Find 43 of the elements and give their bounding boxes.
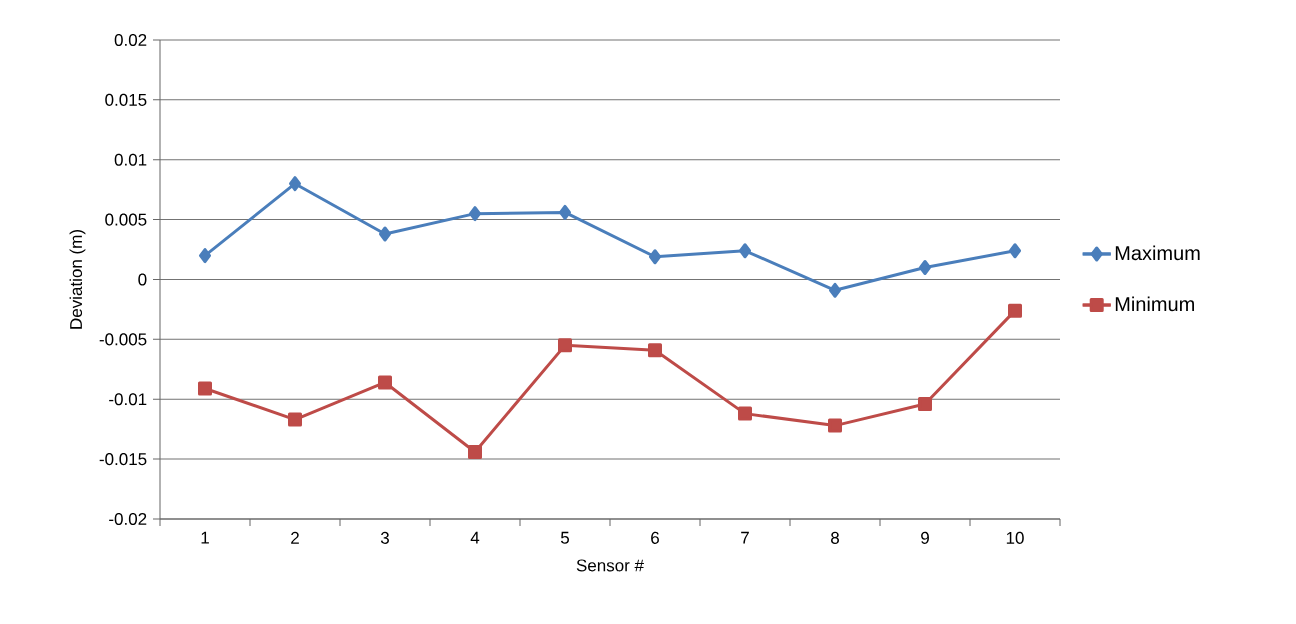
y-tick-label: 0.015 (105, 93, 147, 106)
legend-label: Minimum (1115, 296, 1194, 312)
y-tick-label: -0.015 (99, 453, 147, 466)
point (739, 243, 751, 259)
y-axis-title: Deviation (m) (69, 230, 86, 329)
point (918, 397, 932, 412)
point (1009, 243, 1021, 259)
y-tick-label: 0.02 (114, 33, 147, 47)
point (468, 444, 482, 459)
point (469, 206, 481, 222)
x-tick-label: 7 (741, 531, 749, 544)
point (649, 249, 661, 265)
point (378, 375, 392, 390)
point (919, 260, 931, 276)
point (1008, 303, 1023, 318)
y-tick-label: -0.02 (109, 512, 147, 526)
point (648, 343, 662, 358)
point (199, 248, 211, 264)
y-tick-label: 0.005 (105, 213, 147, 226)
y-tick-label: 0 (138, 273, 147, 286)
x-tick-label: 1 (201, 531, 209, 544)
x-tick-label: 9 (921, 531, 929, 544)
x-tick-label: 4 (470, 531, 480, 544)
legend-label: Maximum (1115, 245, 1200, 261)
point (288, 412, 302, 427)
y-tick-label: 0.01 (114, 153, 147, 166)
x-tick-label: 3 (380, 531, 389, 544)
x-tick-label: 8 (831, 531, 839, 544)
y-tick-label: -0.01 (109, 393, 147, 406)
x-axis-title: Sensor # (576, 559, 644, 572)
point (828, 418, 842, 433)
point (738, 406, 752, 421)
x-tick-label: 2 (291, 531, 299, 544)
point (198, 381, 212, 396)
x-tick-label: 6 (651, 531, 659, 544)
point (829, 282, 841, 298)
x-tick-label: 10 (1006, 531, 1024, 544)
y-tick-label: -0.005 (99, 333, 147, 346)
point (289, 176, 301, 192)
point (379, 226, 391, 242)
x-tick-label: 5 (560, 531, 570, 544)
point (558, 338, 572, 353)
point (559, 204, 571, 220)
